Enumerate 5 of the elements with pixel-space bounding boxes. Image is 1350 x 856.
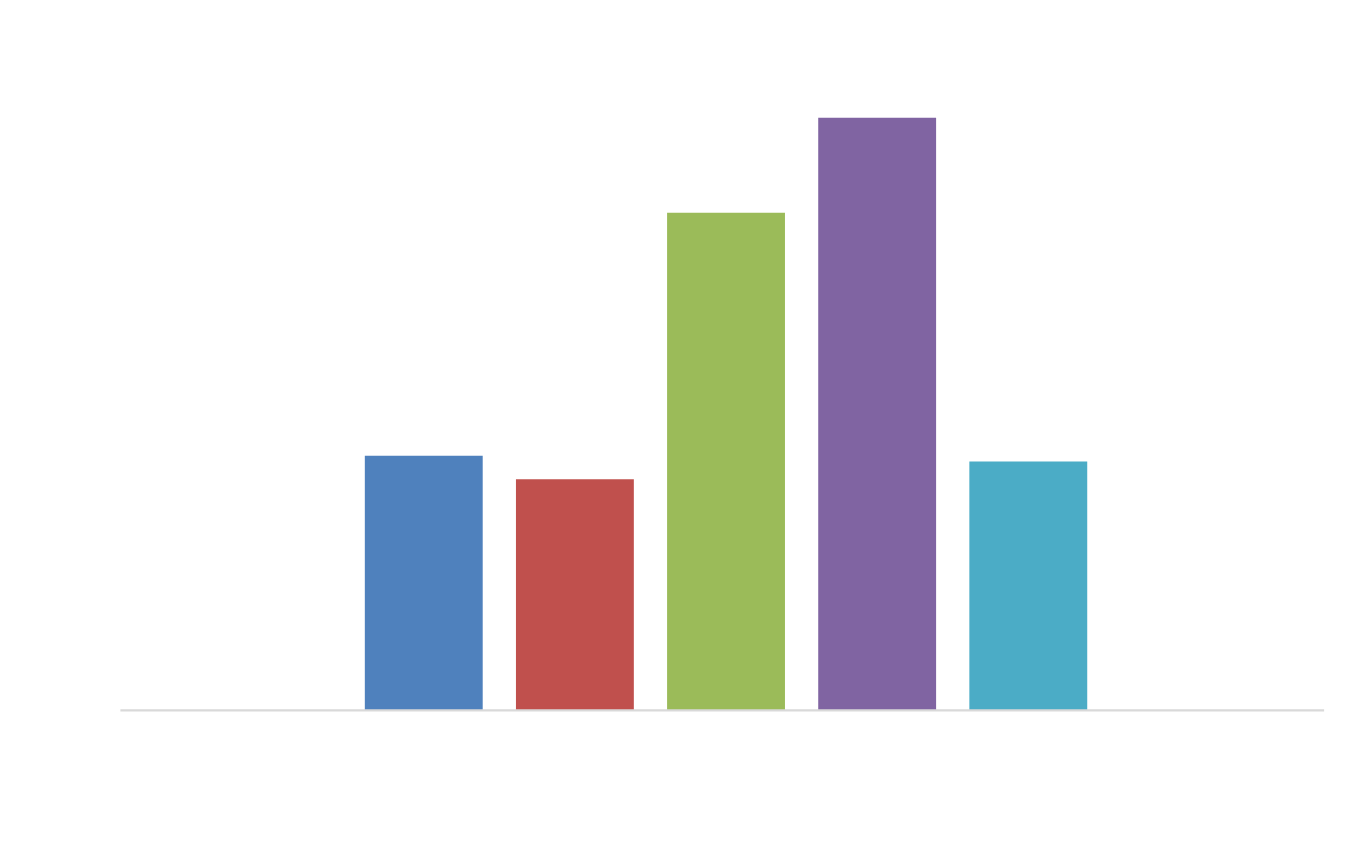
bar <box>515 479 634 711</box>
bar <box>667 212 785 711</box>
bar <box>969 461 1088 711</box>
bar <box>364 455 483 711</box>
bar <box>818 117 937 711</box>
